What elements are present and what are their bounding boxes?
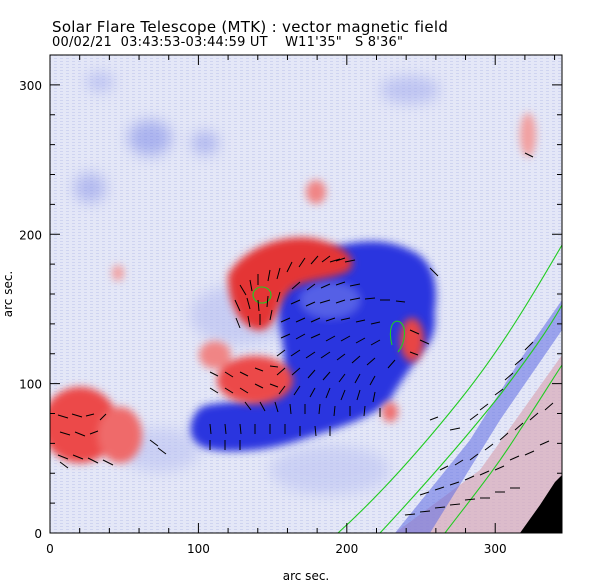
magnetogram-image: [50, 55, 562, 533]
position-west: W11'35": [285, 35, 342, 50]
observation-date: 00/02/21: [52, 35, 112, 50]
x-tick-label: 300: [484, 542, 507, 556]
y-tick-label: 0: [34, 527, 42, 541]
position-south: S 8'36": [354, 35, 404, 50]
x-tick-label: 200: [335, 542, 358, 556]
plot-title: Solar Flare Telescope (MTK) : vector mag…: [52, 18, 449, 36]
y-axis-title: arc sec.: [1, 271, 15, 317]
off-disk-area: [520, 475, 562, 533]
y-tick-label: 200: [19, 228, 42, 242]
y-tick-label: 300: [19, 79, 42, 93]
y-tick-label: 100: [19, 378, 42, 392]
field-vectors: [57, 152, 554, 516]
x-tick-label: 0: [46, 542, 54, 556]
x-tick-label: 100: [187, 542, 210, 556]
x-axis-title: arc sec.: [283, 569, 329, 583]
observation-info: 00/02/21 03:43:53-03:44:59 UT W11'35" S …: [52, 35, 403, 50]
axes: 0 100 200 300 0 100 200 300: [19, 54, 562, 556]
contours: [252, 244, 562, 533]
limb-noise-region: [395, 355, 562, 533]
observation-time-range: 03:43:53-03:44:59 UT: [120, 35, 268, 50]
